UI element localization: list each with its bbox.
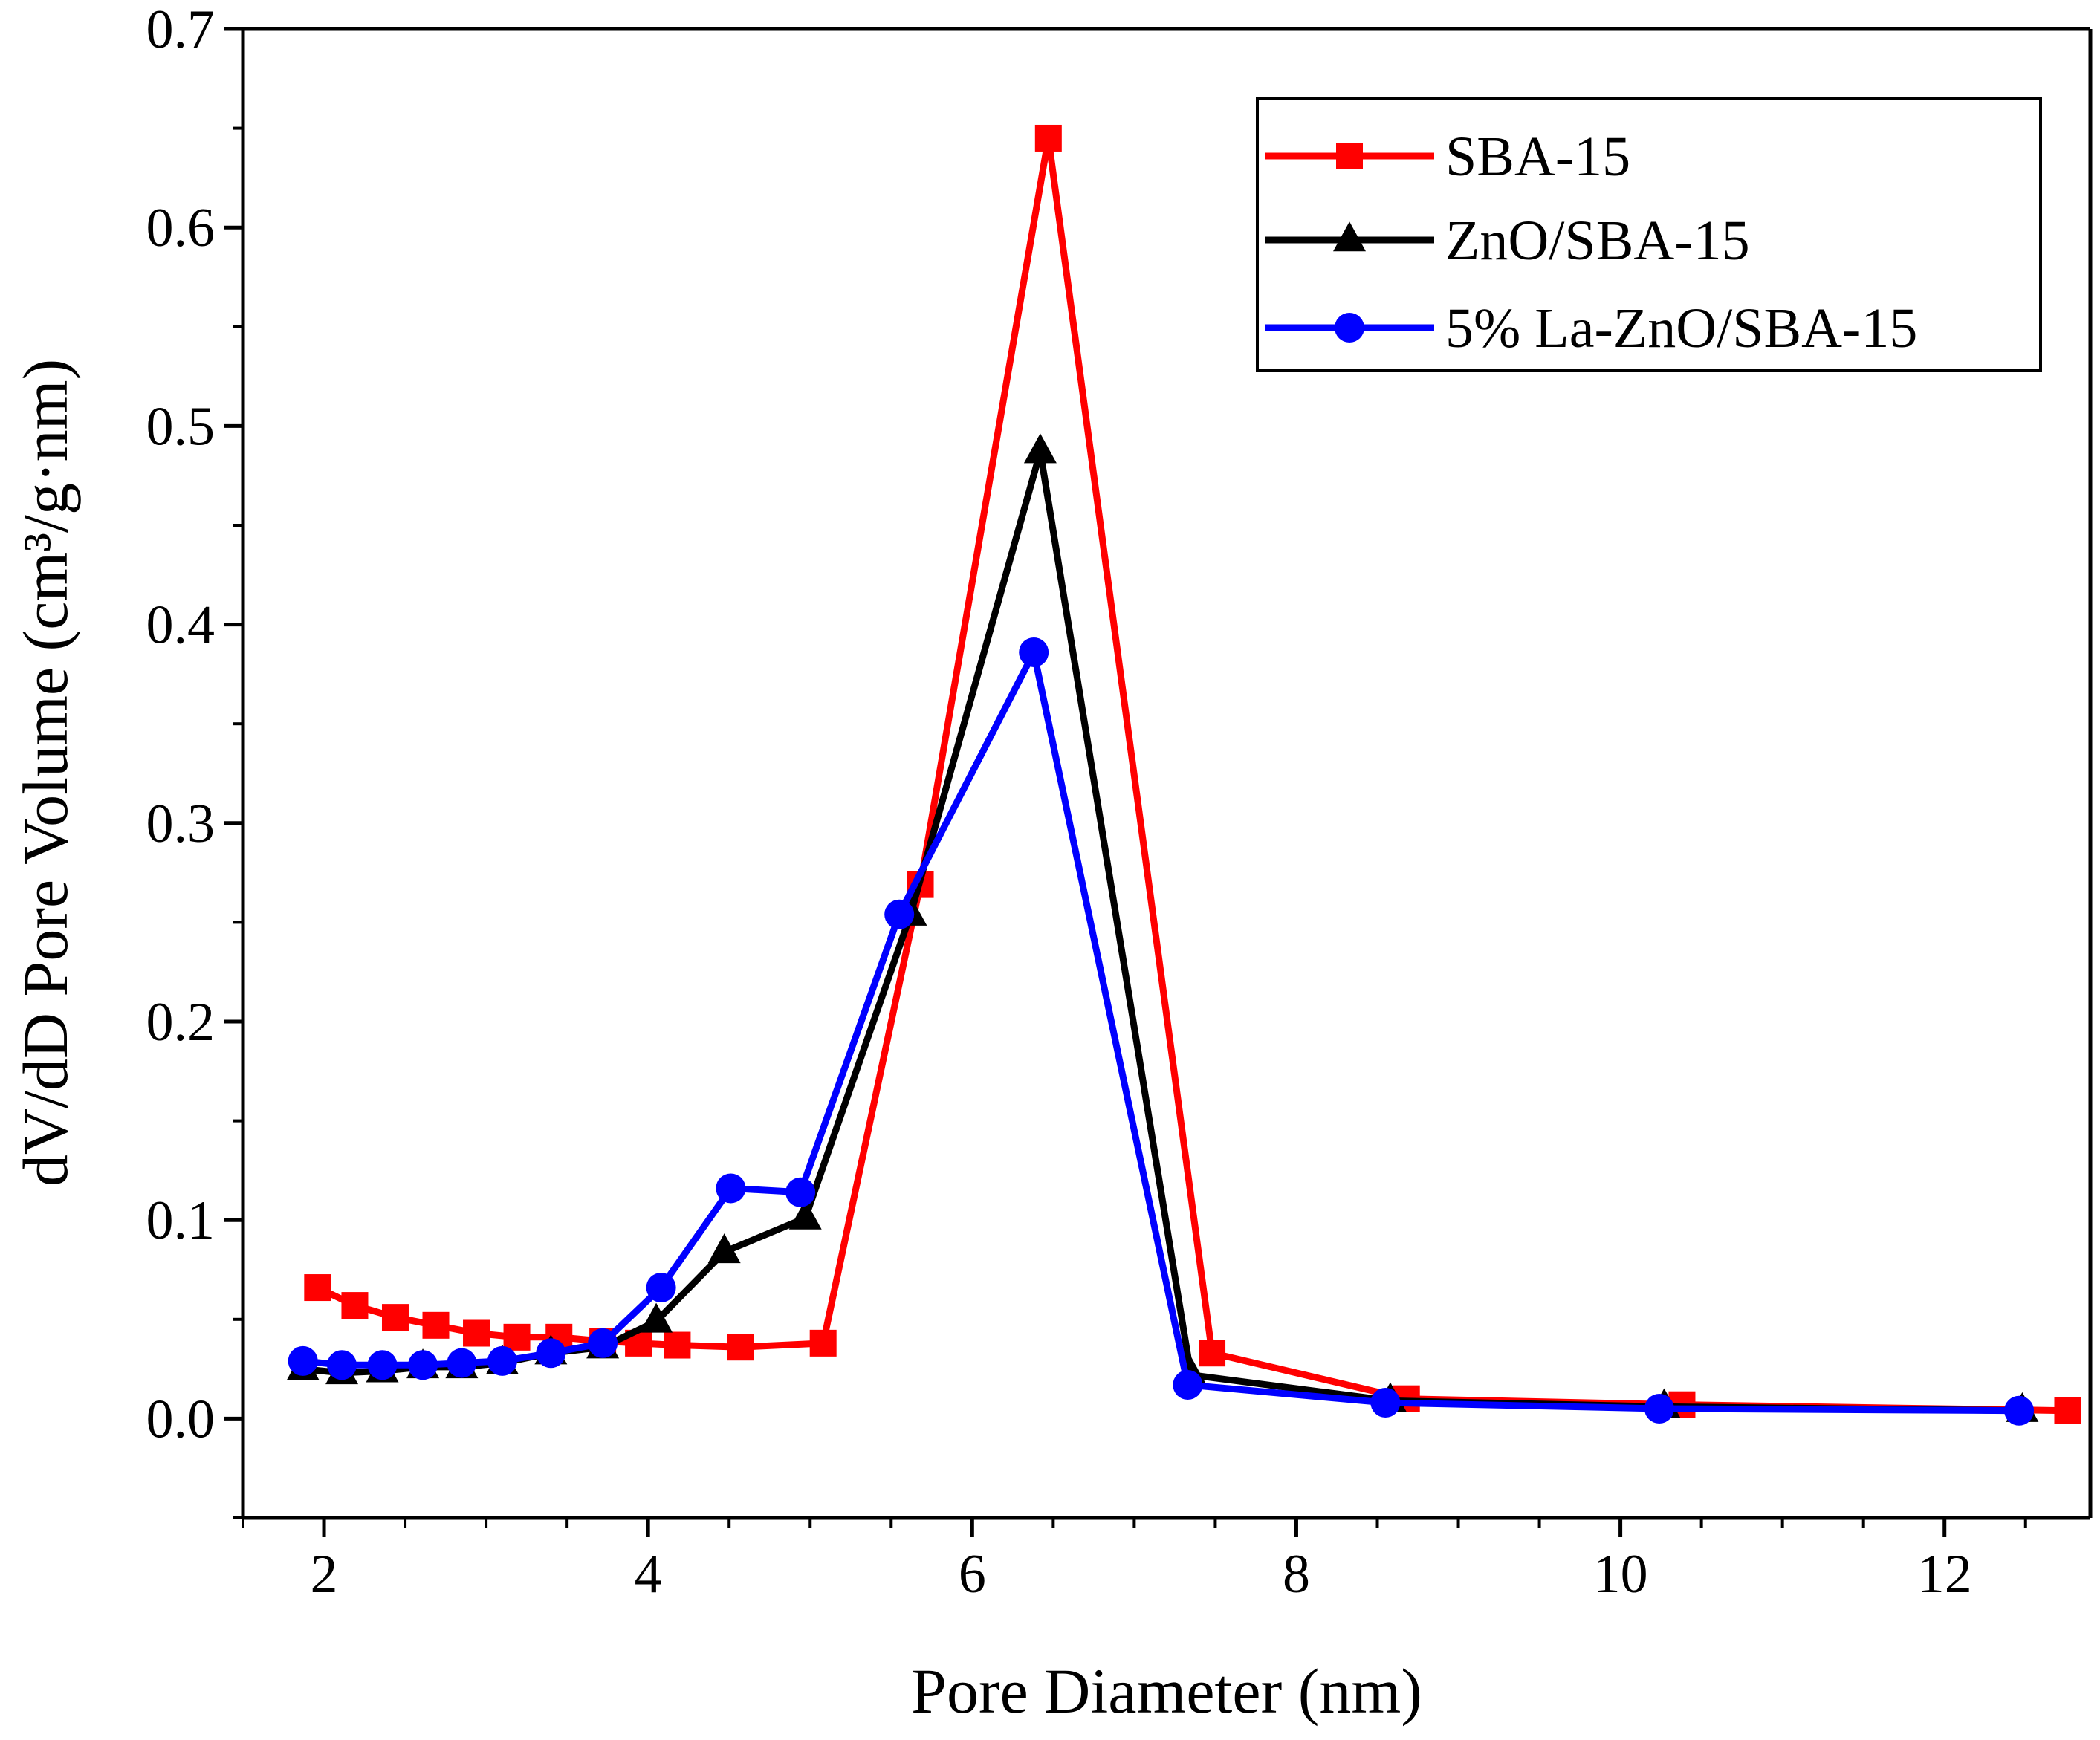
data-point-sba-15	[664, 1331, 691, 1359]
data-point-zno-sba-15	[640, 1302, 673, 1333]
data-point-5-la-zno-sba-15	[884, 899, 915, 929]
legend-marker-zno-sba-15	[1333, 221, 1366, 252]
data-point-5-la-zno-sba-15	[487, 1345, 517, 1376]
data-point-5-la-zno-sba-15	[1370, 1388, 1401, 1418]
data-point-5-la-zno-sba-15	[588, 1328, 618, 1358]
data-point-5-la-zno-sba-15	[2004, 1395, 2035, 1426]
data-point-sba-15	[422, 1311, 450, 1339]
data-point-sba-15	[809, 1329, 837, 1357]
data-point-5-la-zno-sba-15	[1173, 1369, 1203, 1400]
legend-label-5-la-zno-sba-15: 5% La-ZnO/SBA-15	[1445, 297, 1917, 360]
x-axis-title: Pore Diameter (nm)	[911, 1655, 1422, 1727]
data-point-5-la-zno-sba-15	[288, 1345, 318, 1376]
y-tick-label: 0.7	[146, 0, 215, 60]
data-point-sba-15	[304, 1274, 331, 1302]
y-tick-label: 0.4	[146, 595, 215, 656]
y-axis-title: dV/dD Pore Volume (cm³/g·nm)	[10, 359, 81, 1186]
x-tick-label: 8	[1283, 1544, 1310, 1605]
data-point-5-la-zno-sba-15	[785, 1177, 816, 1207]
legend: SBA-15 ZnO/SBA-15 5% La-ZnO/SBA-15	[1256, 97, 2042, 372]
data-point-sba-15	[463, 1319, 490, 1347]
data-point-sba-15	[1199, 1340, 1226, 1367]
data-point-sba-15	[727, 1334, 754, 1361]
data-point-5-la-zno-sba-15	[1019, 637, 1049, 668]
x-tick-label: 10	[1593, 1544, 1648, 1605]
legend-marker-5-la-zno-sba-15	[1335, 313, 1364, 343]
x-tick-label: 4	[635, 1544, 662, 1605]
data-point-5-la-zno-sba-15	[716, 1173, 746, 1204]
data-point-zno-sba-15	[788, 1199, 822, 1230]
tick-label-layer: 2 4 6 8 10 12 0.0 0.1 0.2 0.3 0.4 0.5 0.6 0.7	[146, 0, 1972, 1605]
x-tick-label: 2	[311, 1544, 338, 1605]
data-point-5-la-zno-sba-15	[447, 1348, 477, 1378]
data-point-sba-15	[503, 1323, 531, 1351]
y-tick-label: 0.1	[146, 1190, 215, 1251]
series-layer	[286, 124, 2081, 1426]
y-tick-label: 0.5	[146, 396, 215, 457]
data-point-sba-15	[341, 1292, 369, 1319]
legend-label-zno-sba-15: ZnO/SBA-15	[1445, 210, 1750, 272]
x-tick-label: 12	[1917, 1544, 1972, 1605]
y-tick-label: 0.6	[146, 198, 215, 259]
data-point-sba-15	[1034, 124, 1062, 152]
data-point-5-la-zno-sba-15	[408, 1350, 438, 1380]
data-point-5-la-zno-sba-15	[367, 1350, 398, 1380]
series-5-la-zno-sba-15	[288, 637, 2035, 1426]
axes-layer	[224, 27, 2093, 1537]
y-tick-label: 0.2	[146, 992, 215, 1053]
legend-marker-sba-15	[1336, 143, 1363, 169]
data-point-5-la-zno-sba-15	[646, 1273, 676, 1303]
y-tick-label: 0.3	[146, 793, 215, 854]
data-point-sba-15	[381, 1304, 409, 1331]
y-tick-label: 0.0	[146, 1389, 215, 1450]
data-point-5-la-zno-sba-15	[327, 1350, 357, 1380]
legend-label-sba-15: SBA-15	[1445, 126, 1630, 188]
data-point-zno-sba-15	[707, 1233, 741, 1264]
x-tick-label: 6	[959, 1544, 986, 1605]
data-point-sba-15	[2054, 1397, 2081, 1424]
data-point-5-la-zno-sba-15	[1644, 1394, 1674, 1424]
data-point-5-la-zno-sba-15	[536, 1338, 566, 1369]
data-point-zno-sba-15	[1023, 433, 1057, 464]
